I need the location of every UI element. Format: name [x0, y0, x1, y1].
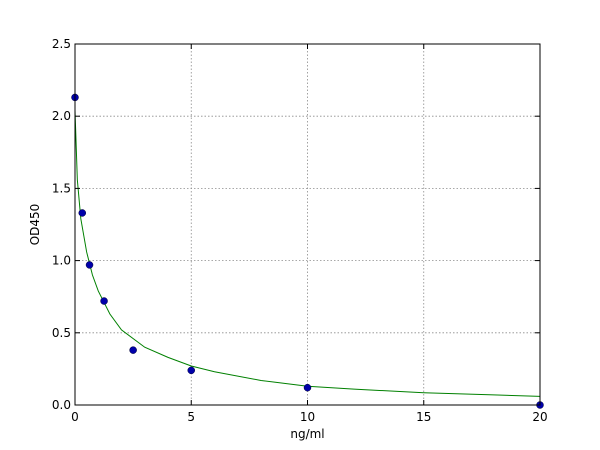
x-tick-label: 0: [71, 410, 79, 424]
grid: [74, 43, 541, 406]
data-point: [129, 346, 137, 354]
data-point: [187, 366, 195, 375]
y-tick-label: 0.5: [52, 326, 71, 340]
x-tick-label: 15: [416, 410, 431, 424]
x-axis-ticks: 0 5 10 15 20: [71, 44, 548, 424]
y-tick-label: 2.0: [52, 109, 71, 123]
data-point: [85, 261, 94, 269]
data-points-layer: [71, 93, 544, 409]
y-tick-label: 2.5: [52, 37, 71, 51]
y-tick-label: 0.0: [52, 398, 71, 412]
x-tick-label: 5: [187, 410, 195, 424]
y-tick-label: 1.0: [52, 254, 71, 268]
data-point: [303, 383, 312, 392]
fit-curve-layer: [74, 110, 541, 397]
plot-area-frame: [74, 43, 541, 406]
y-tick-label: 1.5: [52, 181, 71, 195]
x-tick-label: 10: [300, 410, 315, 424]
fit-curve-line: [74, 110, 541, 397]
x-tick-label: 20: [532, 410, 547, 424]
y-axis-label: OD450: [28, 204, 42, 246]
y-axis-ticks: 0.0 0.5 1.0 1.5 2.0 2.5: [52, 37, 540, 412]
data-point: [100, 297, 108, 305]
x-axis-label: ng/ml: [290, 427, 324, 441]
data-point: [78, 209, 87, 217]
